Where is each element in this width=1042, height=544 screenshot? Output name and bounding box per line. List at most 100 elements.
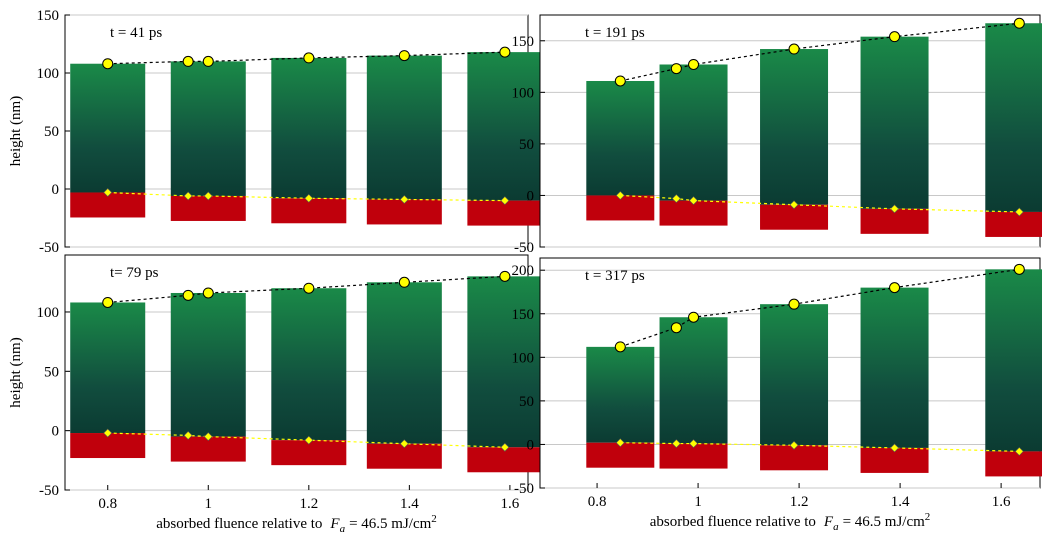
trend-line (620, 442, 1020, 453)
film-column (366, 282, 442, 444)
y-axis-label: height (nm) (8, 337, 24, 407)
film-column (760, 304, 829, 446)
annotation: t = 41 ps (110, 25, 162, 41)
top-surface-point (499, 46, 511, 58)
top-surface-point (889, 282, 901, 294)
interface-point (399, 195, 409, 204)
x-label-subscript: a (833, 521, 839, 533)
interface-point (103, 188, 113, 197)
y-tick-label: -50 (39, 483, 59, 499)
interface-point (103, 428, 113, 438)
interface-point (304, 193, 314, 203)
interface-point (671, 439, 681, 448)
top-surface-point (182, 55, 194, 67)
film-column (586, 346, 655, 443)
interface-point (203, 191, 213, 201)
trend-line (620, 194, 1020, 213)
x-axis-label: absorbed fluence relative to Fa = 46.5 mJ/… (156, 513, 437, 535)
interface-point (203, 432, 213, 442)
film-column (70, 63, 146, 193)
top-surface-point (688, 311, 700, 323)
trend-line (620, 268, 1020, 348)
y-tick-label: 0 (52, 424, 60, 440)
y-tick-label: 0 (527, 437, 535, 453)
film-column (70, 302, 146, 434)
interface-point (500, 196, 510, 206)
top-surface-point (398, 50, 410, 62)
interface-point (1014, 207, 1024, 217)
y-tick-label: 100 (37, 66, 60, 82)
film-column (366, 55, 442, 200)
interface-point (789, 200, 799, 210)
x-tick-label: 1.4 (400, 496, 419, 512)
y-tick-label: 150 (37, 8, 60, 24)
annotation: t = 317 ps (585, 268, 645, 284)
y-tick-label: 150 (512, 307, 535, 323)
film-column (467, 276, 543, 448)
x-tick-label: 1 (694, 494, 702, 510)
x-tick-label: 1 (205, 496, 213, 512)
trend-line (107, 432, 505, 448)
interface-point (183, 430, 193, 440)
top-surface-point (788, 298, 800, 310)
top-surface-point (1013, 263, 1025, 275)
top-surface-point (614, 75, 626, 87)
y-axis-label: height (nm) (8, 96, 24, 166)
y-tick-label: 0 (527, 188, 535, 204)
y-tick-label: 0 (52, 182, 60, 198)
film-column (467, 52, 543, 201)
x-tick-label: 1.4 (891, 494, 910, 510)
x-tick-label: 1.6 (992, 494, 1011, 510)
interface-point (183, 191, 193, 201)
y-tick-label: 200 (512, 263, 535, 279)
top-surface-point (102, 58, 114, 70)
substrate (985, 211, 1042, 237)
top-surface-point (788, 43, 800, 55)
x-label-rest: = 46.5 mJ/cm (843, 514, 926, 530)
y-tick-label: 100 (37, 305, 60, 321)
top-surface-point (499, 270, 511, 282)
interface-point (304, 435, 314, 445)
x-axis-label: absorbed fluence relative to Fa = 46.5 mJ/… (650, 511, 931, 533)
film-column (760, 49, 829, 205)
top-surface-point (1013, 17, 1025, 29)
x-tick-label: 0.8 (98, 496, 117, 512)
y-tick-label: -50 (39, 240, 59, 256)
top-surface-point (614, 341, 626, 353)
top-surface-point (102, 296, 114, 308)
y-tick-label: 50 (519, 137, 534, 153)
film-column (985, 269, 1042, 452)
x-tick-label: 1.2 (299, 496, 318, 512)
y-tick-label: 50 (44, 364, 59, 380)
x-label-symbol: F (329, 516, 340, 532)
interface-point (399, 439, 409, 449)
trend-line (107, 191, 505, 202)
y-tick-label: 100 (512, 350, 535, 366)
interface-point (789, 440, 799, 450)
interface-point (500, 442, 510, 452)
x-label-rest: = 46.5 mJ/cm (349, 516, 432, 532)
top-surface-point (303, 52, 315, 64)
x-tick-label: 1.6 (501, 496, 520, 512)
top-surface-point (670, 63, 682, 75)
x-label-symbol: F (823, 514, 834, 530)
film-column (170, 292, 246, 437)
interface-point (689, 196, 698, 206)
interface-point (1014, 446, 1024, 456)
film-column (860, 287, 929, 448)
film-column (659, 317, 728, 444)
y-tick-label: -50 (514, 240, 534, 256)
top-surface-point (303, 282, 315, 294)
film-column (586, 80, 655, 196)
film-column (170, 61, 246, 196)
film-column (985, 23, 1042, 212)
interface-point (615, 438, 625, 448)
trend-line (107, 275, 505, 304)
y-tick-label: 100 (512, 85, 535, 101)
x-tick-label: 1.2 (790, 494, 809, 510)
film-column (659, 64, 728, 201)
trend-line (107, 51, 505, 65)
interface-point (671, 194, 681, 203)
x-label-superscript: 2 (925, 511, 931, 523)
y-tick-label: 150 (512, 34, 535, 50)
